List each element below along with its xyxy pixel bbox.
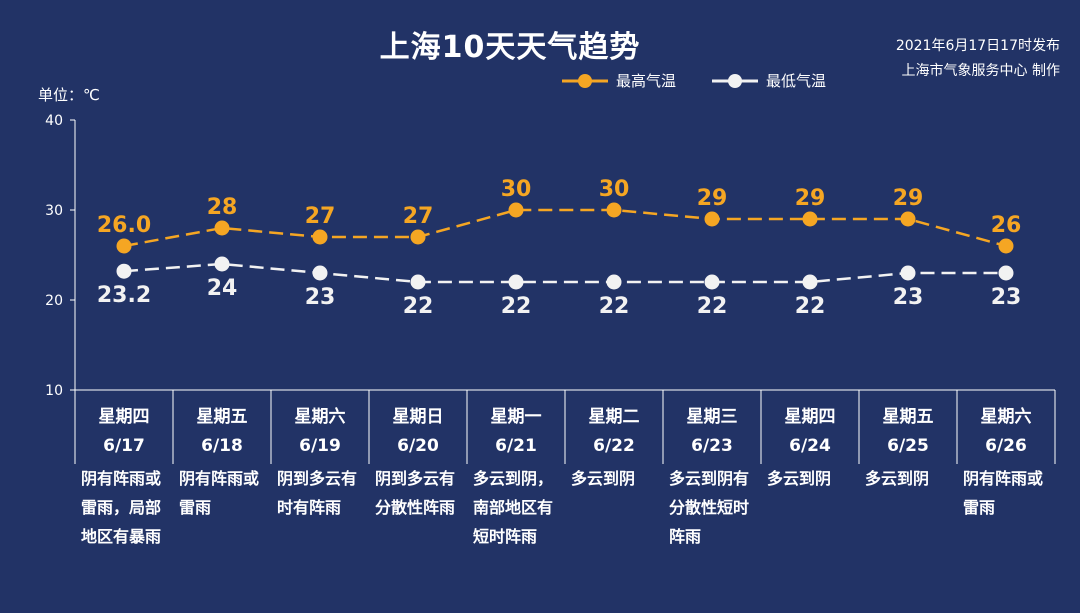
high-temp-point xyxy=(508,202,524,218)
low-temp-point xyxy=(508,274,524,290)
publisher: 上海市气象服务中心 制作 xyxy=(901,63,1060,79)
y-axis-tick-label: 10 xyxy=(45,383,63,399)
low-temp-label: 22 xyxy=(795,294,826,319)
low-temp-point xyxy=(116,263,132,279)
x-axis-date-label: 6/25 xyxy=(887,436,929,456)
low-temp-label: 24 xyxy=(207,276,238,301)
x-axis-weekday-label: 星期一 xyxy=(491,407,542,427)
high-temp-point xyxy=(214,220,230,236)
x-axis-weekday-label: 星期六 xyxy=(981,406,1032,427)
x-axis-date-label: 6/19 xyxy=(299,436,341,456)
day-weather-description: 多云到阴有分散性短时阵雨 xyxy=(669,469,750,546)
low-temp-label: 22 xyxy=(697,294,728,319)
high-temp-label: 29 xyxy=(893,186,924,211)
low-temp-label: 23 xyxy=(305,285,336,310)
high-temp-point xyxy=(116,238,132,254)
high-temp-label: 27 xyxy=(305,204,336,229)
low-temp-point xyxy=(704,274,720,290)
low-temp-point xyxy=(312,265,328,281)
x-axis-weekday-label: 星期六 xyxy=(295,406,346,427)
high-temp-label: 30 xyxy=(599,177,630,202)
x-axis-date-label: 6/26 xyxy=(985,436,1027,456)
day-weather-description: 阴有阵雨或雷雨 xyxy=(179,469,260,517)
day-weather-description: 阴到多云有时有阵雨 xyxy=(277,469,358,517)
high-temp-label: 26.0 xyxy=(97,213,151,238)
low-temp-label: 23.2 xyxy=(97,283,151,308)
x-axis-date-label: 6/22 xyxy=(593,436,635,456)
x-axis-weekday-label: 星期四 xyxy=(99,407,150,427)
high-temp-point xyxy=(312,229,328,245)
high-temp-label: 29 xyxy=(697,186,728,211)
y-axis-tick-label: 40 xyxy=(45,113,63,129)
x-axis-weekday-label: 星期三 xyxy=(687,407,738,427)
high-temp-label: 26 xyxy=(991,213,1022,238)
x-axis-weekday-label: 星期四 xyxy=(785,407,836,427)
y-axis-tick-label: 20 xyxy=(45,293,63,309)
high-temp-label: 27 xyxy=(403,204,434,229)
publish-time: 2021年6月17日17时发布 xyxy=(895,38,1060,54)
high-temp-label: 30 xyxy=(501,177,532,202)
day-weather-description: 阴到多云有分散性阵雨 xyxy=(375,469,456,517)
high-temp-line xyxy=(123,208,1007,248)
x-axis-date-label: 6/18 xyxy=(201,436,243,456)
high-temp-label: 28 xyxy=(207,195,238,220)
low-temp-label: 23 xyxy=(893,285,924,310)
x-axis-date-label: 6/20 xyxy=(397,436,439,456)
y-axis-tick-label: 30 xyxy=(45,203,63,219)
low-temp-point xyxy=(410,274,426,290)
legend-high-label: 最高气温 xyxy=(616,72,677,90)
low-temp-label: 22 xyxy=(599,294,630,319)
day-weather-description: 多云到阴，南部地区有短时阵雨 xyxy=(473,469,554,546)
low-temp-line xyxy=(123,262,1006,284)
low-temp-point xyxy=(998,265,1014,281)
high-temp-point xyxy=(802,211,818,227)
legend-low-label: 最低气温 xyxy=(766,72,827,90)
low-temp-point xyxy=(900,265,916,281)
x-axis-weekday-label: 星期五 xyxy=(197,407,248,427)
day-weather-description: 多云到阴 xyxy=(865,469,930,488)
legend-high-marker-icon xyxy=(562,74,608,88)
x-axis-date-label: 6/17 xyxy=(103,436,145,456)
low-temp-label: 22 xyxy=(403,294,434,319)
day-weather-description: 多云到阴 xyxy=(571,469,636,488)
x-axis-weekday-label: 星期五 xyxy=(883,407,934,427)
low-temp-point xyxy=(802,274,818,290)
high-temp-point xyxy=(998,238,1014,254)
x-axis-date-label: 6/24 xyxy=(789,436,831,456)
day-weather-description: 多云到阴 xyxy=(767,469,832,488)
high-temp-point xyxy=(704,211,720,227)
x-axis-date-label: 6/21 xyxy=(495,436,537,456)
x-axis-date-label: 6/23 xyxy=(691,436,733,456)
day-weather-description: 阴有阵雨或雷雨，局部地区有暴雨 xyxy=(81,469,162,546)
day-weather-description: 阴有阵雨或雷雨 xyxy=(963,469,1044,517)
x-axis-weekday-label: 星期二 xyxy=(589,407,640,427)
high-temp-label: 29 xyxy=(795,186,826,211)
low-temp-point xyxy=(214,256,230,272)
high-temp-point xyxy=(410,229,426,245)
publish-info: 2021年6月17日17时发布 上海市气象服务中心 制作 xyxy=(896,34,1060,84)
low-temp-point xyxy=(606,274,622,290)
high-temp-point xyxy=(900,211,916,227)
x-axis-weekday-label: 星期日 xyxy=(393,407,444,427)
low-temp-label: 22 xyxy=(501,294,532,319)
unit-label: 单位：℃ xyxy=(38,86,100,104)
legend-low-marker-icon xyxy=(712,74,758,88)
chart-title: 上海10天天气趋势 xyxy=(379,30,641,65)
high-temp-point xyxy=(606,202,622,218)
low-temp-label: 23 xyxy=(991,285,1022,310)
